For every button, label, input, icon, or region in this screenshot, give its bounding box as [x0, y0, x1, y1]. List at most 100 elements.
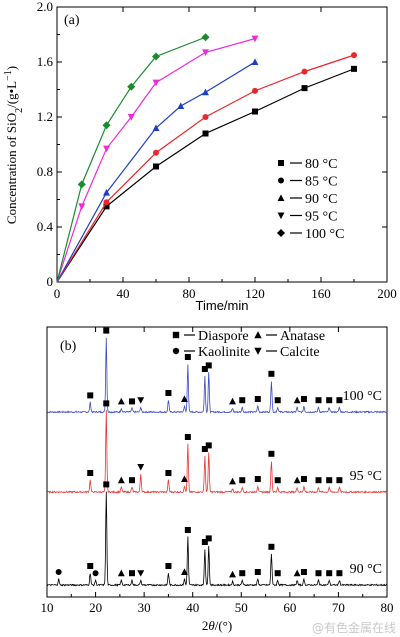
peak-marker: [87, 563, 94, 569]
xrd-trace: [46, 491, 388, 587]
data-point: [77, 180, 86, 189]
data-point: [103, 145, 110, 153]
peak-marker: [268, 543, 275, 550]
xrd-pattern-90C: 90 °C: [46, 481, 388, 587]
peak-marker: [326, 397, 333, 404]
data-point: [202, 49, 209, 56]
y-tick-label: 1.2: [37, 109, 53, 124]
peak-marker: [239, 570, 246, 577]
peak-marker: [103, 327, 110, 334]
legend-label: 85 °C: [305, 175, 337, 190]
panel-b-axes: 10 20 30 40 50 60 70 80: [41, 327, 394, 615]
panel-a-label: (a): [64, 13, 80, 28]
data-point: [252, 87, 258, 94]
y-tick-label: 0.8: [37, 164, 53, 179]
data-point: [301, 85, 308, 92]
legend-marker: [254, 347, 262, 355]
x-tick-label: 200: [377, 286, 397, 301]
xrd-trace: [46, 409, 388, 494]
series-80C: [56, 65, 357, 283]
peak-marker: [315, 570, 322, 577]
xrd-pattern-95C: 95 °C: [46, 400, 388, 494]
panel-b-series: 100 °C 95 °C 90 °C: [46, 327, 388, 587]
x-tick-label: 120: [245, 286, 265, 301]
panel-a-kinetics-chart: (a) 0 40 80 120 160 200 0 0.4 0.8 1.2 1.6 2.0 80 °C…: [3, 0, 397, 313]
data-point: [202, 114, 209, 120]
series-line: [56, 61, 256, 283]
data-point: [152, 124, 160, 131]
peak-marker: [165, 563, 172, 569]
legend-marker: [254, 331, 262, 339]
xrd-pattern-100C: 100 °C: [46, 327, 388, 414]
peak-marker: [254, 569, 261, 575]
y-tick-label: 0.4: [37, 219, 54, 234]
panel-b-xrd-chart: (b) 10 20 30 40 50 60 70 80 Diaspore Anatase Kaol…: [41, 326, 394, 633]
peak-marker: [201, 366, 208, 372]
peak-marker: [268, 450, 275, 457]
data-point: [151, 52, 161, 61]
legend-label: Kaolinite: [198, 345, 250, 360]
x-tick-label: 80: [381, 600, 394, 615]
x-tick-label: 80: [183, 286, 196, 301]
x-tick-label: 40: [117, 286, 130, 301]
x-tick-label: 60: [283, 600, 296, 615]
peak-marker: [293, 476, 301, 484]
peak-marker: [239, 397, 246, 404]
pattern-label: 90 °C: [350, 562, 382, 577]
x-tick-label: 10: [41, 600, 54, 615]
data-point: [177, 102, 185, 109]
data-point: [351, 52, 357, 59]
panel-b-label: (b): [60, 339, 77, 354]
peak-marker: [229, 477, 236, 485]
peak-marker: [184, 527, 191, 533]
data-point: [301, 68, 308, 75]
peak-marker: [274, 570, 281, 577]
peak-marker: [201, 539, 208, 545]
panel-a-series: [56, 33, 357, 283]
peak-marker: [254, 396, 261, 402]
peak-marker: [184, 354, 191, 360]
peak-marker: [117, 476, 125, 484]
peak-marker: [326, 477, 333, 484]
peak-marker: [137, 397, 145, 404]
panel-a-x-axis-title: Time/min: [196, 298, 249, 313]
data-point: [78, 203, 86, 210]
peak-marker: [55, 569, 62, 575]
data-point: [127, 82, 136, 91]
peak-marker: [336, 570, 343, 577]
peak-marker: [336, 477, 343, 484]
peak-marker: [205, 442, 212, 449]
panel-b-plot-frame: [46, 326, 388, 598]
peak-marker: [129, 570, 135, 577]
y-tick-label: 0: [47, 274, 54, 289]
x-tick-label: 20: [89, 600, 102, 615]
data-point: [351, 65, 357, 72]
peak-marker: [87, 392, 94, 399]
peak-marker: [315, 477, 322, 484]
peak-marker: [165, 390, 172, 396]
peak-marker: [129, 477, 135, 484]
peak-marker: [117, 569, 125, 577]
series-85C: [56, 52, 357, 283]
data-point: [252, 108, 258, 115]
x-tick-label: 40: [186, 600, 199, 615]
peak-marker: [274, 477, 281, 484]
data-point: [251, 35, 259, 43]
panel-a-axes: 0 40 80 120 160 200 0 0.4 0.8 1.2 1.6 2.0: [37, 0, 397, 301]
y-tick-label: 1.6: [37, 54, 54, 69]
peak-marker: [229, 397, 236, 405]
peak-marker: [87, 470, 94, 476]
legend-marker: [276, 228, 286, 238]
peak-marker: [103, 481, 110, 488]
legend-label: 100 °C: [305, 227, 344, 242]
peak-marker: [103, 400, 110, 407]
data-point: [103, 199, 110, 206]
data-point: [102, 121, 111, 130]
peak-marker: [137, 464, 145, 471]
series-line: [56, 36, 206, 283]
peak-marker: [326, 570, 333, 577]
legend-marker: [172, 347, 180, 355]
data-point: [103, 203, 110, 210]
series-90C: [56, 58, 259, 283]
data-point: [152, 79, 160, 87]
